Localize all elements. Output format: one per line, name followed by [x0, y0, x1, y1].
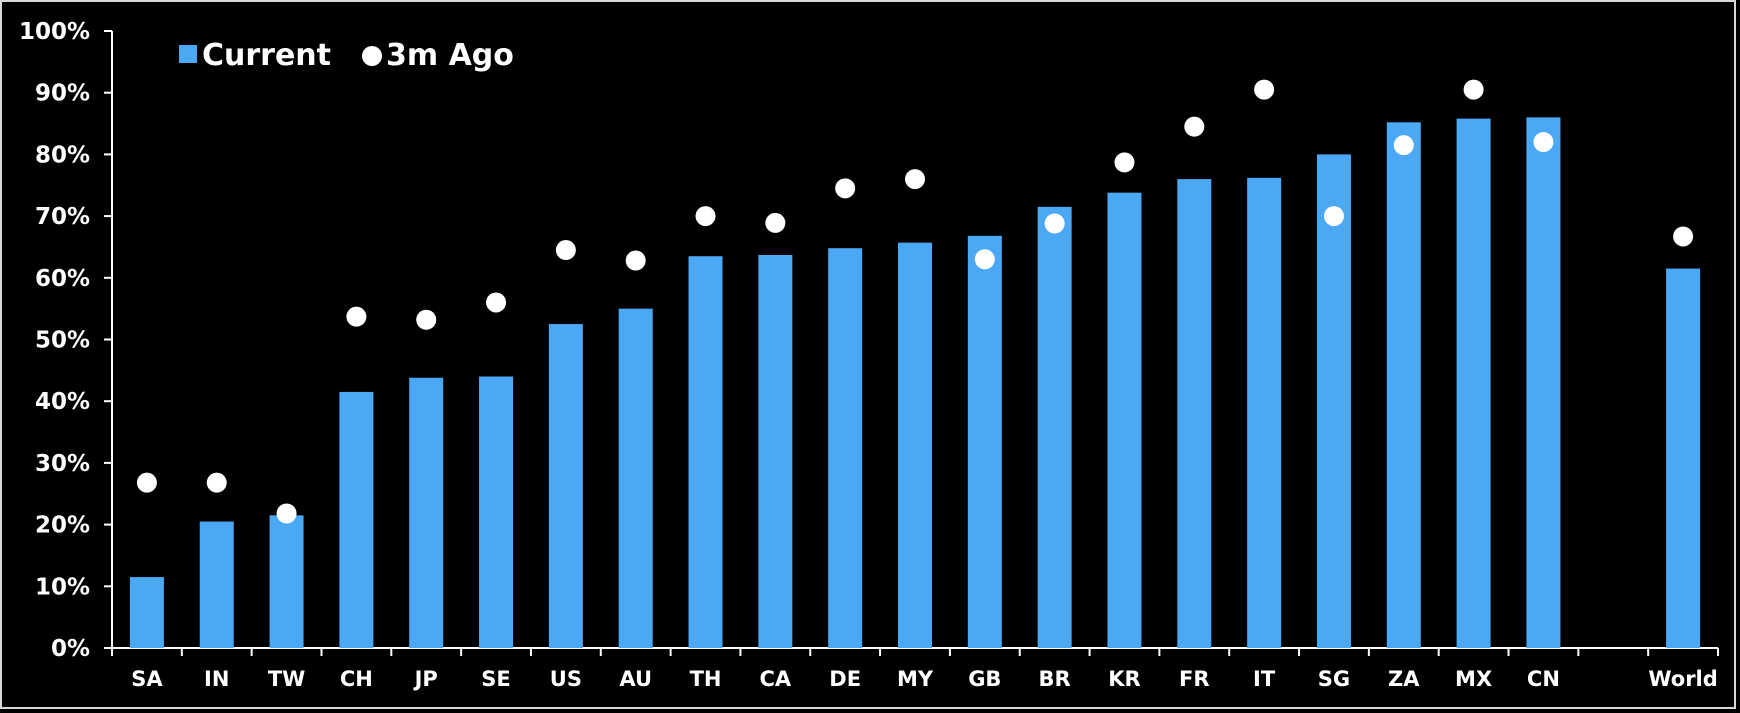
marker-3m-ago	[276, 503, 297, 524]
bar-current	[129, 577, 164, 648]
bar-current	[1247, 177, 1282, 648]
marker-3m-ago	[695, 206, 716, 227]
x-category-label: CH	[340, 667, 373, 691]
bar-current	[1107, 192, 1142, 649]
legend-label-3m-ago: 3m Ago	[386, 38, 514, 73]
bar-current	[1666, 268, 1701, 648]
bars-current	[129, 117, 1701, 649]
legend-marker-3m-ago	[362, 46, 382, 66]
legend: Current 3m Ago	[179, 38, 514, 73]
y-tick-label: 50%	[35, 328, 90, 354]
marker-3m-ago	[416, 309, 437, 330]
marker-3m-ago	[555, 240, 576, 261]
marker-3m-ago	[136, 472, 157, 493]
markers-3m-ago	[136, 79, 1694, 524]
x-category-label: JP	[413, 667, 438, 691]
x-category-label: CA	[760, 667, 792, 691]
bar-current	[758, 254, 793, 648]
bar-current	[898, 242, 932, 649]
marker-3m-ago	[905, 169, 925, 190]
marker-3m-ago	[1393, 135, 1414, 156]
marker-3m-ago	[1673, 226, 1694, 247]
marker-3m-ago	[1044, 213, 1065, 234]
y-tick-label: 70%	[35, 204, 90, 230]
x-category-label: GB	[968, 667, 1001, 691]
legend-swatch-current	[179, 45, 197, 63]
x-category-label: FR	[1179, 667, 1210, 691]
axes	[104, 30, 1719, 656]
marker-3m-ago	[1114, 152, 1135, 173]
bar-current	[1037, 206, 1072, 648]
x-category-label: DE	[829, 667, 861, 691]
bar-current	[1526, 117, 1561, 648]
marker-3m-ago	[206, 472, 227, 493]
bar-current	[479, 376, 514, 648]
x-category-label: TH	[690, 667, 722, 691]
y-tick-label: 20%	[35, 513, 90, 539]
marker-3m-ago	[1323, 206, 1344, 227]
x-category-label: AU	[619, 667, 652, 691]
x-category-label: KR	[1108, 667, 1140, 691]
bar-current	[1456, 118, 1491, 648]
x-category-label: BR	[1039, 667, 1071, 691]
y-tick-label: 100%	[19, 19, 90, 45]
y-tick-label: 40%	[35, 389, 90, 415]
x-category-label: MX	[1455, 667, 1492, 691]
x-category-label: ZA	[1388, 667, 1420, 691]
y-tick-label: 0%	[51, 636, 90, 662]
y-tick-label: 10%	[35, 574, 90, 600]
bar-current	[688, 256, 723, 648]
y-tick-label: 60%	[35, 266, 90, 292]
marker-3m-ago	[1463, 79, 1484, 100]
bar-current	[1386, 122, 1421, 649]
x-category-label: SE	[481, 667, 510, 691]
marker-3m-ago	[974, 249, 995, 270]
marker-3m-ago	[835, 178, 856, 199]
bar-current	[339, 391, 374, 648]
marker-3m-ago	[1184, 116, 1205, 137]
bar-current	[1316, 154, 1351, 648]
bar-current	[548, 324, 583, 648]
bar-current	[269, 515, 304, 648]
x-category-labels: SA IN TW CH JP SE US AU TH CA DE MY GB BR KR FR IT SG ZA MX…	[131, 667, 1718, 691]
marker-3m-ago	[1533, 132, 1554, 153]
bar-current	[618, 308, 653, 648]
marker-3m-ago	[765, 212, 786, 233]
bar-current	[828, 248, 863, 648]
y-tick-label: 80%	[35, 142, 90, 168]
x-category-label: TW	[268, 667, 306, 691]
y-tick-labels: 0% 10% 20% 30% 40% 50% 60% 70% 80% 90% 100%	[19, 19, 90, 662]
x-category-label: World	[1648, 667, 1717, 691]
bar-current	[1177, 179, 1212, 648]
x-category-label: SG	[1318, 667, 1350, 691]
x-category-label: MY	[897, 667, 934, 691]
x-category-label: SA	[131, 667, 163, 691]
marker-3m-ago	[486, 292, 507, 313]
bar-current	[199, 521, 234, 648]
x-category-label: CN	[1527, 667, 1560, 691]
y-tick-label: 30%	[35, 451, 90, 477]
legend-label-current: Current	[202, 38, 331, 73]
marker-3m-ago	[625, 250, 646, 271]
x-category-label: IT	[1253, 667, 1276, 691]
y-tick-label: 90%	[35, 81, 90, 107]
bar-current	[967, 235, 1002, 648]
x-category-label: IN	[204, 667, 229, 691]
bar-current	[409, 377, 444, 648]
x-category-label: US	[550, 667, 582, 691]
marker-3m-ago	[346, 306, 367, 327]
marker-3m-ago	[1254, 79, 1275, 100]
